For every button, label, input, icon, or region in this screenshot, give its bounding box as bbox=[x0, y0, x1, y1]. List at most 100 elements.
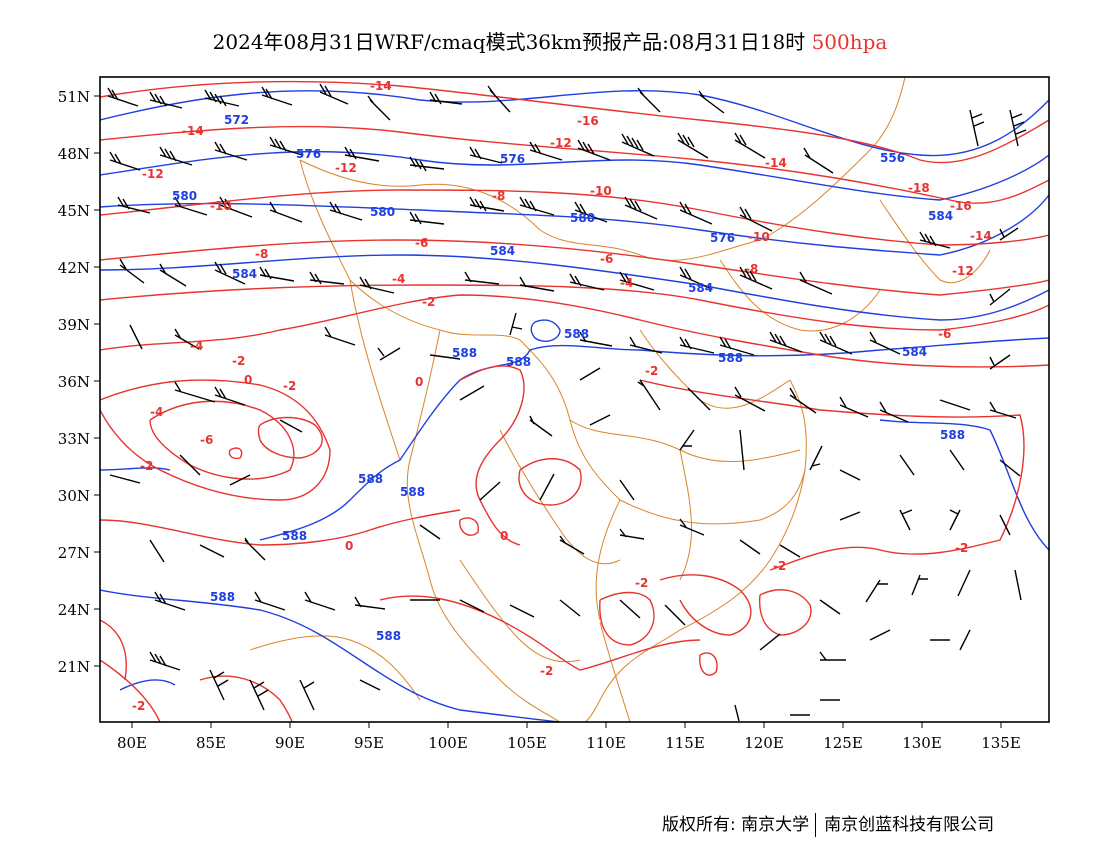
temperature-label: -8 bbox=[492, 189, 505, 203]
temperature-label: -6 bbox=[415, 236, 428, 250]
temperature-label: -6 bbox=[200, 433, 213, 447]
temperature-label: -4 bbox=[190, 339, 203, 353]
temperature-label: -14 bbox=[182, 124, 204, 138]
temperature-label: -8 bbox=[745, 262, 758, 276]
height-label: 588 bbox=[718, 351, 743, 365]
temperature-label: -4 bbox=[620, 276, 633, 290]
temperature-label: 0 bbox=[500, 529, 508, 543]
temperature-label: 0 bbox=[244, 373, 252, 387]
height-label: 588 bbox=[358, 472, 383, 486]
height-label: 588 bbox=[210, 590, 235, 604]
lon-label: 95E bbox=[354, 734, 384, 752]
lon-label: 100E bbox=[428, 734, 468, 752]
temperature-label: -18 bbox=[908, 181, 930, 195]
temperature-label: -4 bbox=[150, 405, 163, 419]
temperature-label: -6 bbox=[600, 252, 613, 266]
temperature-label: -2 bbox=[132, 699, 145, 713]
temperature-label: 0 bbox=[415, 375, 423, 389]
height-label: 588 bbox=[940, 428, 965, 442]
chart-title: 2024年08月31日WRF/cmaq模式36km预报产品:08月31日18时 … bbox=[0, 26, 1100, 55]
lon-label: 105E bbox=[507, 734, 547, 752]
temperature-label: -2 bbox=[283, 379, 296, 393]
lon-label: 125E bbox=[823, 734, 863, 752]
height-label: 580 bbox=[172, 189, 197, 203]
temperature-label: -12 bbox=[335, 161, 357, 175]
temperature-label: -2 bbox=[232, 354, 245, 368]
footer: 版权所有: 南京大学 南京创蓝科技有限公司 bbox=[662, 810, 994, 837]
lon-label: 85E bbox=[196, 734, 226, 752]
lon-label: 130E bbox=[902, 734, 942, 752]
title-main: 2024年08月31日WRF/cmaq模式36km预报产品:08月31日18时 bbox=[212, 30, 806, 54]
height-label: 584 bbox=[902, 345, 927, 359]
temperature-label: -4 bbox=[392, 272, 405, 286]
lat-label: 51N bbox=[58, 88, 90, 106]
temperature-label: -16 bbox=[577, 114, 599, 128]
temperature-label: -2 bbox=[635, 576, 648, 590]
temperature-label: -12 bbox=[952, 264, 974, 278]
height-label: 584 bbox=[688, 281, 713, 295]
lat-label: 45N bbox=[58, 202, 90, 220]
temperature-label: -2 bbox=[422, 295, 435, 309]
lon-label: 120E bbox=[744, 734, 784, 752]
temperature-label: -14 bbox=[765, 156, 787, 170]
temperature-label: -16 bbox=[950, 199, 972, 213]
temperature-label: -10 bbox=[210, 199, 232, 213]
title-level: 500hpa bbox=[811, 30, 888, 54]
height-label: 588 bbox=[452, 346, 477, 360]
temperature-label: -14 bbox=[370, 79, 392, 93]
lon-label: 115E bbox=[665, 734, 705, 752]
height-label: 588 bbox=[506, 355, 531, 369]
lat-axis: 51N 48N 45N 42N 39N 36N 33N 30N 27N 24N … bbox=[58, 88, 100, 676]
lat-label: 36N bbox=[58, 373, 90, 391]
lat-label: 42N bbox=[58, 259, 90, 277]
height-label: 588 bbox=[282, 529, 307, 543]
lat-label: 24N bbox=[58, 601, 90, 619]
lon-label: 90E bbox=[275, 734, 305, 752]
lon-label: 110E bbox=[586, 734, 626, 752]
lat-label: 27N bbox=[58, 544, 90, 562]
height-contours bbox=[100, 90, 1049, 722]
temperature-contours bbox=[100, 80, 1049, 722]
temperature-label: -14 bbox=[970, 229, 992, 243]
height-label: 576 bbox=[500, 152, 525, 166]
lat-label: 39N bbox=[58, 316, 90, 334]
lon-label: 135E bbox=[981, 734, 1021, 752]
height-label: 556 bbox=[880, 151, 905, 165]
height-label-group: 572 576 576 580 580 584 580 576 584 556 … bbox=[172, 113, 965, 643]
footer-divider bbox=[815, 813, 817, 837]
company-name: 南京创蓝科技有限公司 bbox=[824, 815, 995, 835]
height-label: 580 bbox=[370, 205, 395, 219]
temperature-label: -8 bbox=[255, 247, 268, 261]
temperature-label: -2 bbox=[540, 664, 553, 678]
temperature-label: -12 bbox=[550, 136, 572, 150]
copyright-text: 版权所有: 南京大学 bbox=[662, 815, 810, 835]
temperature-label: 0 bbox=[345, 539, 353, 553]
height-label: 588 bbox=[564, 327, 589, 341]
plot-frame bbox=[99, 76, 1050, 723]
lon-axis: 80E 85E 90E 95E 100E 105E 110E 115E 120E… bbox=[117, 722, 1021, 752]
wind-barbs bbox=[107, 83, 1027, 722]
height-label: 584 bbox=[928, 209, 953, 223]
temperature-label: -2 bbox=[140, 459, 153, 473]
lat-label: 21N bbox=[58, 658, 90, 676]
height-label: 580 bbox=[570, 211, 595, 225]
height-label: 588 bbox=[400, 485, 425, 499]
temperature-label: -2 bbox=[773, 559, 786, 573]
height-label: 572 bbox=[224, 113, 249, 127]
height-label: 588 bbox=[376, 629, 401, 643]
lat-label: 33N bbox=[58, 430, 90, 448]
temperature-label-group: -14 -14 -12 -12 -12 -10 -10 -8 -8 -6 -6 … bbox=[132, 79, 992, 713]
height-label: 584 bbox=[490, 244, 515, 258]
lat-label: 48N bbox=[58, 145, 90, 163]
lat-label: 30N bbox=[58, 487, 90, 505]
temperature-label: -6 bbox=[938, 327, 951, 341]
temperature-label: -10 bbox=[748, 230, 770, 244]
height-label: 576 bbox=[296, 147, 321, 161]
temperature-label: -10 bbox=[590, 184, 612, 198]
temperature-label: -2 bbox=[955, 541, 968, 555]
temperature-label: -12 bbox=[142, 167, 164, 181]
temperature-label: -2 bbox=[645, 364, 658, 378]
height-label: 584 bbox=[232, 267, 257, 281]
lon-label: 80E bbox=[117, 734, 147, 752]
